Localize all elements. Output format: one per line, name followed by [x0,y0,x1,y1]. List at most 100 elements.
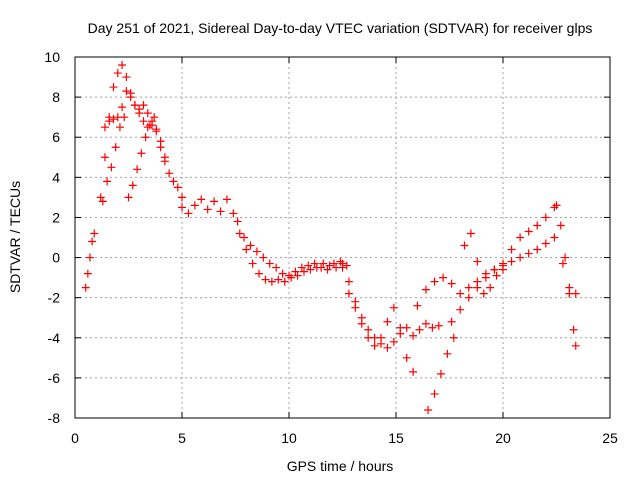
data-point [141,133,150,142]
y-tick-label: -8 [48,410,61,426]
data-point [507,245,516,254]
data-point [430,277,439,286]
data-point [285,271,293,280]
x-tick-label: 15 [388,430,404,446]
x-axis-label: GPS time / hours [287,458,394,474]
data-point [133,165,142,174]
data-point [396,323,405,332]
data-point [533,221,542,230]
data-point [342,261,351,270]
x-tick-label: 5 [178,430,186,446]
data-point [447,317,456,326]
data-point [357,319,366,328]
data-point [98,197,107,206]
data-point [291,267,300,276]
data-point [169,177,178,186]
axis-ticks [74,56,611,419]
y-axis-label: SDTVAR / TECUs [7,181,23,293]
data-point [173,183,182,192]
data-point [569,325,578,334]
data-point [252,247,261,256]
y-tick-label: -4 [48,330,61,346]
y-tick-labels: -8 -6 -4 -2 0 2 4 6 8 10 [44,49,60,426]
data-point [351,303,360,312]
data-point [434,321,443,330]
series-segment-k [447,233,580,326]
data-point [561,253,570,262]
y-tick-label: -6 [48,370,61,386]
data-point [402,353,411,362]
data-point [240,233,249,242]
data-point [124,193,133,202]
data-point [178,193,186,202]
y-tick-label: 8 [52,89,60,105]
y-tick-label: -2 [48,290,61,306]
data-point [310,259,319,268]
data-point [145,121,154,130]
data-point [178,203,186,212]
data-point [139,101,148,110]
data-point [323,265,332,274]
data-point [428,323,437,332]
y-tick-label: 4 [52,169,60,185]
data-point [507,257,516,266]
series-segment-c [100,87,169,162]
y-tick-label: 6 [52,129,60,145]
data-point [524,249,533,258]
data-point [150,113,159,122]
data-point [447,279,456,288]
data-point [319,259,328,268]
data-point [304,261,313,270]
y-tick-label: 0 [52,250,60,266]
data-point [90,229,99,238]
y-tick-label: 2 [52,209,60,225]
data-point [184,209,193,218]
series-segment-a [81,229,99,292]
data-point [160,153,169,162]
data-point [456,305,465,314]
data-point [259,253,268,262]
series-segment-d [98,113,159,206]
data-point [122,73,131,82]
data-point [100,123,109,132]
series-segment-e [178,195,347,286]
data-point [443,349,452,358]
data-point [389,337,398,346]
data-point [516,233,525,242]
data-point [565,289,574,298]
x-tick-label: 20 [495,430,511,446]
x-tick-label: 0 [71,430,79,446]
data-point [552,201,561,210]
data-point [120,113,129,122]
data-point [325,261,334,270]
data-point [235,229,244,238]
data-point [409,331,418,340]
data-point [456,289,465,298]
data-point [556,221,565,230]
data-point [88,237,97,246]
data-point [492,271,501,280]
data-point [267,277,276,286]
data-point [490,265,499,274]
series-segment-f [233,217,351,280]
data-point [541,213,550,222]
chart-title: Day 251 of 2021, Sidereal Day-to-day VTE… [88,20,593,36]
data-point [278,269,287,278]
data-point [105,117,114,126]
data-point [383,343,392,352]
data-point [156,137,165,146]
data-point [449,333,458,342]
series-segment-l [460,229,507,298]
data-point [460,241,469,250]
data-point [109,115,118,124]
data-point [190,201,199,210]
data-point [479,289,488,298]
data-point [293,271,302,280]
data-point [128,181,137,190]
data-point [558,259,567,268]
data-point [255,269,264,278]
data-point [280,277,289,286]
data-point [139,117,148,126]
